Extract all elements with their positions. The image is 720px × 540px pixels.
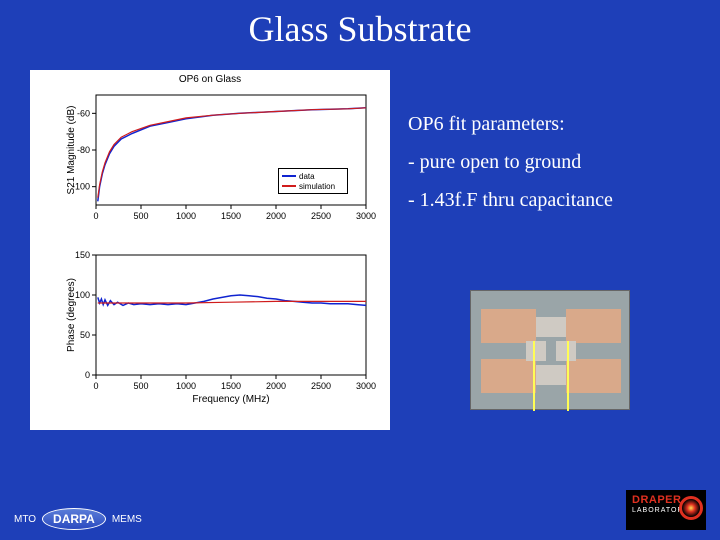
svg-text:1000: 1000 — [176, 211, 196, 221]
legend: data simulation — [278, 168, 348, 194]
svg-text:0: 0 — [93, 381, 98, 391]
svg-text:2500: 2500 — [311, 211, 331, 221]
phase-ylabel: Phase (degrees) — [66, 278, 77, 352]
svg-text:50: 50 — [80, 330, 90, 340]
darpa-badge: DARPA — [42, 508, 106, 530]
legend-label-data: data — [299, 172, 315, 181]
device-photo — [470, 290, 630, 410]
draper-logo: DRAPER LABORATORY — [626, 490, 706, 530]
slide-title: Glass Substrate — [0, 8, 720, 50]
legend-swatch-sim — [282, 185, 296, 187]
svg-text:500: 500 — [133, 211, 148, 221]
draper-name: DRAPER — [632, 494, 681, 506]
svg-text:100: 100 — [75, 290, 90, 300]
svg-text:1500: 1500 — [221, 381, 241, 391]
note-line: OP6 fit parameters: — [408, 108, 613, 140]
svg-text:0: 0 — [85, 370, 90, 380]
svg-text:2000: 2000 — [266, 211, 286, 221]
xlabel: Frequency (MHz) — [192, 394, 269, 405]
note-line: - 1.43f.F thru capacitance — [408, 184, 613, 216]
phase-plot: 0 50 100 150 0 500 1000 1500 2000 2500 3000 Phase… — [66, 250, 376, 410]
chart-panel: OP6 on Glass -100-80-60 0500100015002000… — [30, 70, 390, 430]
note-line: - pure open to ground — [408, 146, 613, 178]
svg-text:150: 150 — [75, 250, 90, 260]
svg-text:1500: 1500 — [221, 211, 241, 221]
svg-text:-80: -80 — [77, 145, 90, 155]
svg-text:3000: 3000 — [356, 381, 376, 391]
svg-text:1000: 1000 — [176, 381, 196, 391]
legend-row: simulation — [282, 181, 344, 191]
svg-text:3000: 3000 — [356, 211, 376, 221]
svg-text:0: 0 — [93, 211, 98, 221]
chart-title: OP6 on Glass — [30, 74, 390, 85]
svg-text:-60: -60 — [77, 108, 90, 118]
legend-row: data — [282, 171, 344, 181]
svg-text:500: 500 — [133, 381, 148, 391]
legend-label-sim: simulation — [299, 182, 335, 191]
svg-text:2500: 2500 — [311, 381, 331, 391]
legend-swatch-data — [282, 175, 296, 177]
s21-magnitude-plot: -100-80-60 050010001500200025003000 S21 … — [66, 90, 376, 230]
notes: OP6 fit parameters: - pure open to groun… — [408, 108, 613, 222]
darpa-logo: MTO DARPA MEMS — [14, 508, 142, 530]
s21-ylabel: S21 Magnitude (dB) — [66, 106, 77, 195]
draper-ring-icon — [679, 496, 703, 520]
svg-text:2000: 2000 — [266, 381, 286, 391]
mto-label: MTO — [14, 514, 36, 525]
mems-label: MEMS — [112, 514, 142, 525]
